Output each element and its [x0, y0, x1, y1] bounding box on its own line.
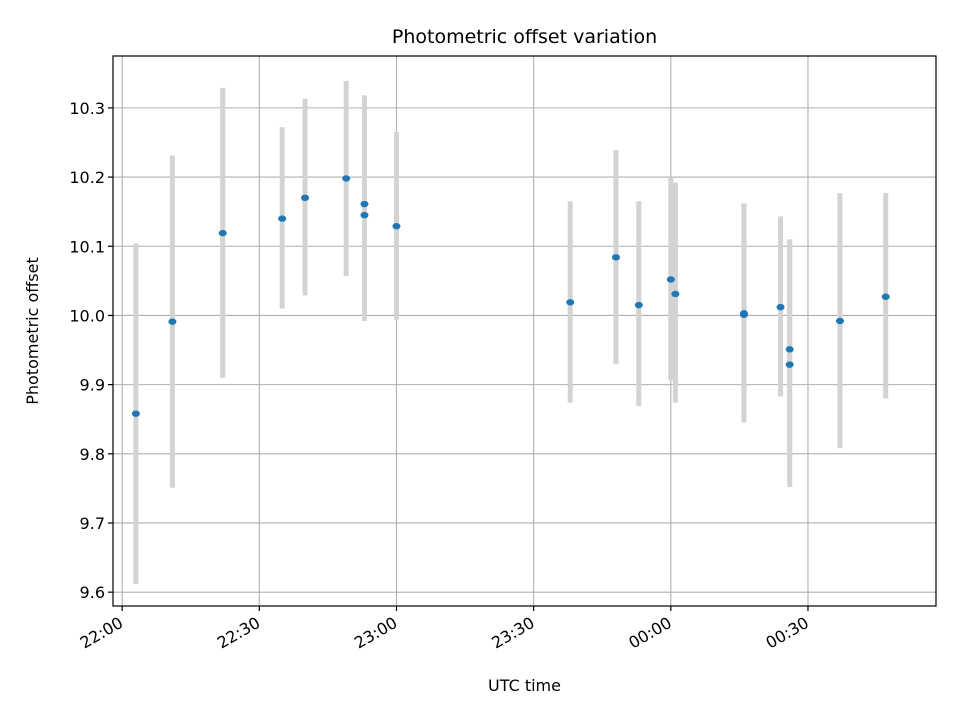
data-point	[785, 346, 794, 353]
data-point	[566, 299, 575, 306]
data-point	[785, 361, 794, 368]
data-point	[360, 211, 369, 219]
data-point	[218, 229, 227, 237]
x-axis-label: UTC time	[488, 676, 561, 695]
data-points	[131, 175, 890, 417]
data-point	[671, 290, 680, 298]
y-tick-label: 9.8	[80, 445, 105, 464]
data-point	[835, 317, 844, 325]
data-point	[881, 293, 890, 300]
data-point	[278, 215, 287, 222]
data-point	[611, 254, 620, 261]
data-point	[392, 222, 401, 230]
y-tick-label: 10.1	[69, 237, 105, 256]
y-tick-label: 10.0	[69, 306, 105, 325]
y-tick-label: 9.6	[80, 583, 105, 602]
y-tick-label: 9.7	[80, 514, 105, 533]
data-point	[301, 194, 310, 202]
data-point	[739, 310, 748, 317]
data-point	[360, 200, 369, 208]
data-point	[131, 410, 140, 417]
data-point	[634, 301, 643, 309]
data-point	[168, 318, 177, 325]
data-point	[776, 303, 785, 311]
y-tick-label: 10.2	[69, 168, 105, 187]
y-tick-label: 9.9	[80, 376, 105, 395]
data-point	[666, 276, 675, 283]
plot-frame	[112, 55, 937, 607]
y-axis-label: Photometric offset	[23, 257, 42, 405]
chart-title: Photometric offset variation	[392, 26, 657, 48]
data-point	[342, 175, 351, 182]
y-tick-label: 10.3	[69, 99, 105, 118]
